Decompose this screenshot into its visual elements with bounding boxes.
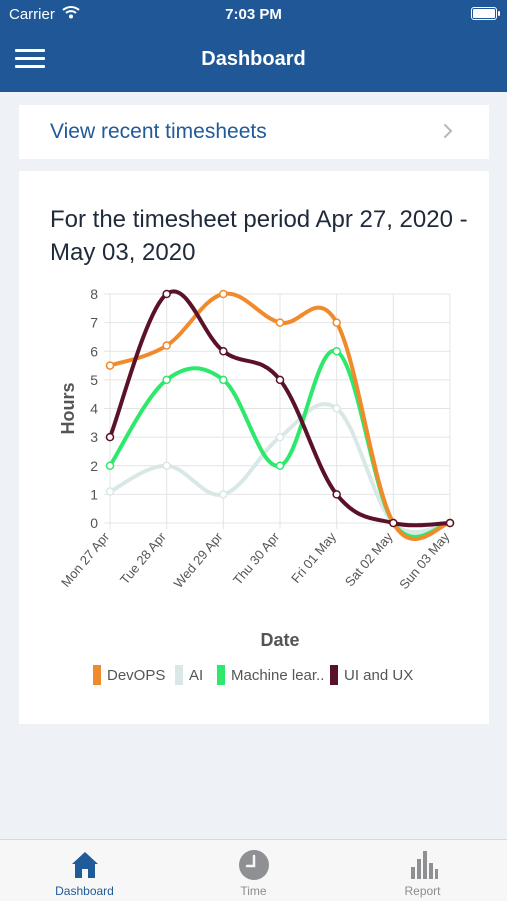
hamburger-icon[interactable] bbox=[15, 49, 45, 69]
data-point bbox=[105, 432, 115, 442]
x-tick-label: Tue 28 Apr bbox=[117, 529, 169, 588]
tab-dashboard[interactable]: Dashboard bbox=[0, 840, 169, 901]
y-tick-label: 1 bbox=[90, 486, 98, 502]
data-point bbox=[162, 461, 171, 470]
tab-time-label: Time bbox=[240, 884, 267, 898]
legend-label: Machine lear.. bbox=[231, 667, 324, 684]
carrier-label: Carrier bbox=[9, 6, 55, 23]
legend-label: UI and UX bbox=[344, 667, 413, 684]
x-tick-label: Thu 30 Apr bbox=[230, 529, 283, 588]
status-bar: Carrier 7:03 PM bbox=[0, 0, 507, 28]
data-point bbox=[332, 347, 341, 356]
bar-chart-icon bbox=[411, 851, 438, 879]
x-tick-label: Sat 02 May bbox=[342, 529, 396, 589]
legend-swatch bbox=[330, 665, 338, 685]
data-point bbox=[219, 375, 228, 385]
tab-report-label: Report bbox=[404, 884, 441, 898]
y-tick-label: 7 bbox=[90, 315, 98, 331]
battery-icon bbox=[471, 7, 500, 20]
data-point bbox=[275, 375, 285, 385]
y-tick-label: 5 bbox=[90, 372, 98, 388]
page-title: Dashboard bbox=[201, 48, 306, 70]
data-point bbox=[105, 461, 115, 470]
legend-swatch bbox=[217, 665, 225, 685]
legend-label: AI bbox=[189, 667, 203, 684]
data-point bbox=[162, 341, 171, 350]
chart-title: For the timesheet period Apr 27, 2020 - … bbox=[50, 206, 468, 266]
recent-timesheets-label: View recent timesheets bbox=[50, 120, 267, 143]
data-point bbox=[219, 289, 228, 299]
wifi-icon bbox=[62, 6, 80, 19]
chart-card: For the timesheet period Apr 27, 2020 - … bbox=[19, 171, 489, 724]
clock-icon bbox=[239, 850, 269, 880]
data-point bbox=[105, 361, 115, 370]
legend-swatch bbox=[93, 665, 101, 685]
y-tick-label: 2 bbox=[90, 458, 98, 474]
tab-bar: Dashboard Time Report bbox=[0, 839, 507, 901]
y-tick-label: 8 bbox=[90, 286, 98, 302]
data-point bbox=[162, 375, 171, 385]
data-point bbox=[275, 432, 285, 442]
y-tick-label: 4 bbox=[90, 401, 98, 417]
status-time: 7:03 PM bbox=[225, 6, 282, 23]
y-tick-label: 6 bbox=[90, 343, 98, 359]
x-tick-label: Mon 27 Apr bbox=[58, 529, 113, 590]
y-tick-label: 3 bbox=[90, 429, 98, 445]
data-point bbox=[219, 347, 228, 356]
x-tick-label: Wed 29 Apr bbox=[171, 529, 226, 591]
data-point bbox=[275, 318, 285, 327]
y-tick-label: 0 bbox=[90, 515, 98, 531]
data-point bbox=[105, 487, 115, 496]
data-point bbox=[219, 490, 228, 499]
tab-report[interactable]: Report bbox=[338, 840, 507, 901]
series-line bbox=[108, 289, 452, 528]
chevron-right-icon bbox=[444, 124, 453, 138]
data-point bbox=[332, 404, 341, 413]
y-axis-title: Hours bbox=[58, 382, 78, 434]
navigation-bar: Carrier 7:03 PM Dashboard bbox=[0, 0, 507, 92]
legend-label: DevOPS bbox=[107, 667, 165, 684]
view-recent-timesheets-button[interactable]: View recent timesheets bbox=[19, 105, 489, 159]
home-icon bbox=[72, 852, 98, 878]
data-point bbox=[162, 289, 171, 299]
tab-dashboard-label: Dashboard bbox=[55, 884, 114, 898]
legend-swatch bbox=[175, 665, 183, 685]
data-point bbox=[332, 318, 341, 327]
data-point bbox=[389, 518, 398, 528]
tab-time[interactable]: Time bbox=[169, 840, 338, 901]
data-point bbox=[332, 490, 341, 499]
x-axis-title: Date bbox=[260, 630, 299, 650]
data-point bbox=[275, 461, 285, 470]
x-tick-label: Fri 01 May bbox=[288, 529, 339, 586]
timesheet-line-chart: 0 1 2 3 4 5 6 7 8 Mon 27 Apr Tue 28 Apr Wed 29 Apr T… bbox=[58, 286, 455, 685]
data-point bbox=[445, 518, 455, 528]
